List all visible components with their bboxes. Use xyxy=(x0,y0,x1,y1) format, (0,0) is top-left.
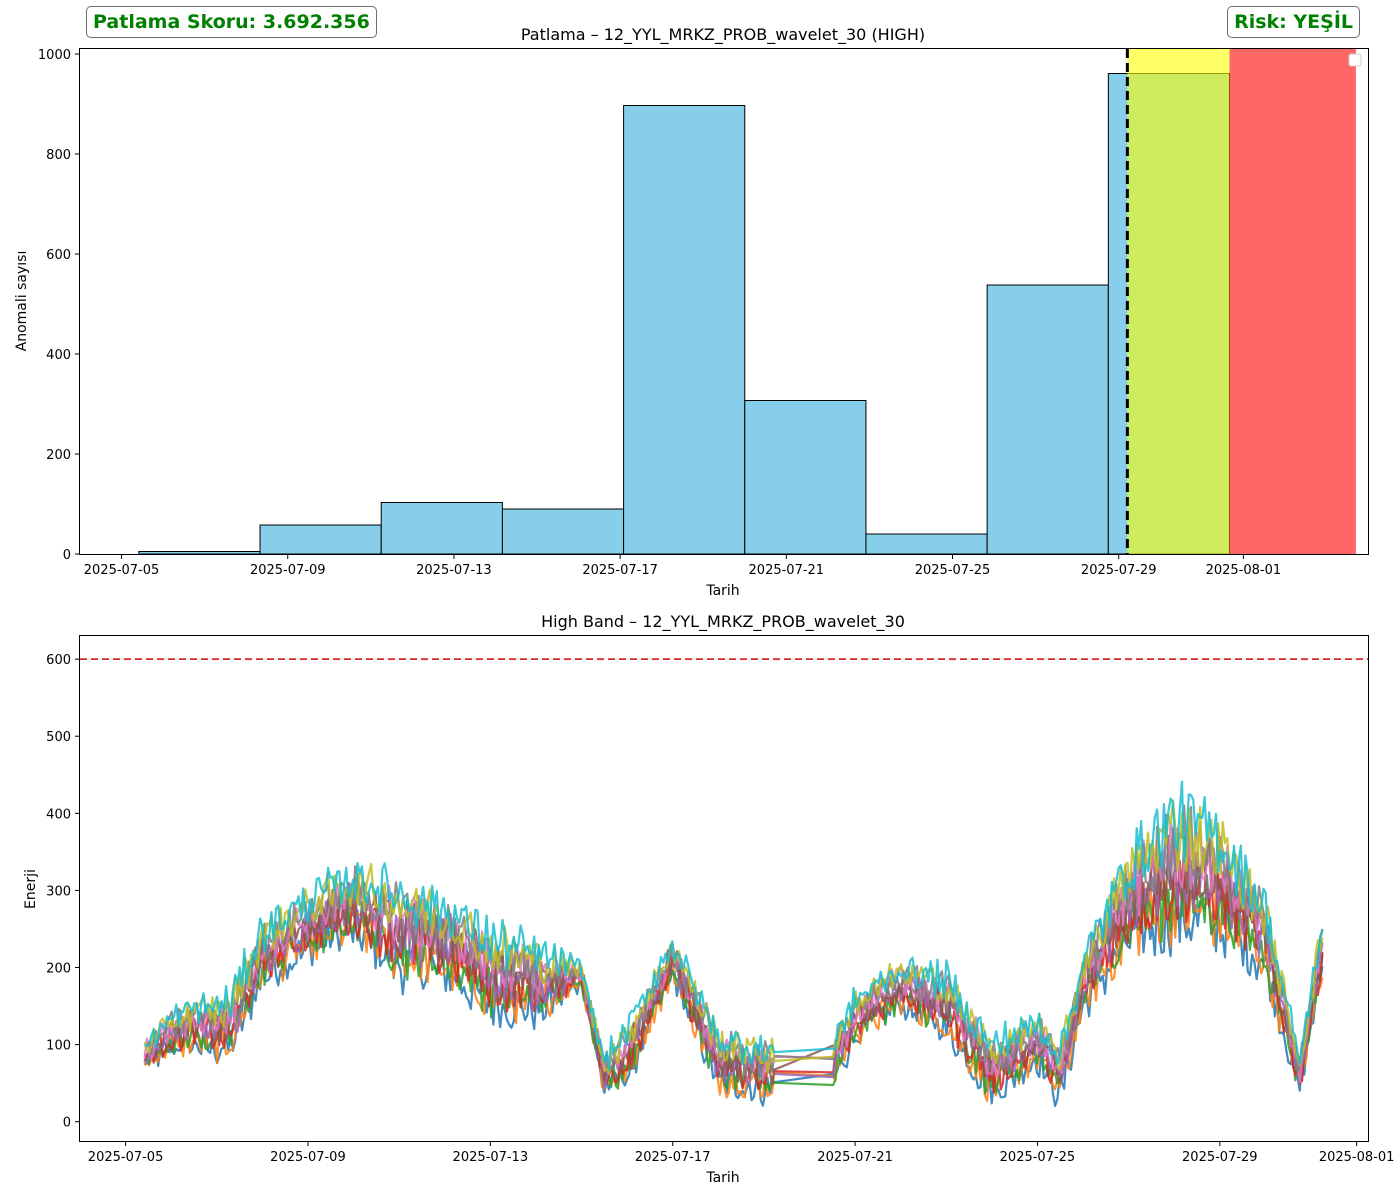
histogram-bar xyxy=(501,508,625,555)
top-bars xyxy=(138,49,1356,555)
bottom-series xyxy=(80,658,1368,1107)
risk-zone-yellow xyxy=(1127,49,1230,554)
histogram-bar xyxy=(259,524,382,555)
bottom-y-tick-label: 300 xyxy=(46,884,71,899)
top-y-tick-label: 200 xyxy=(46,448,71,463)
energy-series-line xyxy=(143,834,1324,1086)
histogram-bar xyxy=(865,533,988,555)
histogram-bar xyxy=(380,502,503,555)
top-y-tick-label: 1000 xyxy=(38,48,71,63)
histogram-bar xyxy=(623,105,746,555)
top-x-tick-label: 2025-07-25 xyxy=(915,563,991,578)
patlama-score-badge: Patlama Skoru: 3.692.356 xyxy=(86,6,377,38)
top-y-tick-label: 800 xyxy=(46,148,71,163)
energy-series-line xyxy=(144,780,1324,1071)
histogram-bar xyxy=(138,551,261,555)
bottom-x-tick-label: 2025-07-25 xyxy=(1000,1150,1076,1165)
bottom-plot-frame xyxy=(79,635,1369,1142)
bottom-x-tick-label: 2025-07-13 xyxy=(453,1150,529,1165)
top-y-tick-label: 600 xyxy=(46,248,71,263)
bottom-y-tick-label: 100 xyxy=(46,1039,71,1054)
risk-badge: Risk: YEŞİL xyxy=(1227,6,1360,38)
chart-bottom-title: High Band – 12_YYL_MRKZ_PROB_wavelet_30 xyxy=(541,612,905,632)
bottom-y-tick-label: 400 xyxy=(46,807,71,822)
top-plot-frame xyxy=(79,48,1369,555)
histogram-bar xyxy=(744,400,867,555)
chart-bottom-ylabel: Enerji xyxy=(23,869,39,909)
top-x-tick-label: 2025-07-05 xyxy=(84,563,160,578)
top-y-tick-label: 0 xyxy=(63,548,71,563)
chart-top-xlabel: Tarih xyxy=(705,583,739,599)
bottom-y-tick-label: 200 xyxy=(46,962,71,977)
chart-top-title: Patlama – 12_YYL_MRKZ_PROB_wavelet_30 (H… xyxy=(521,25,925,45)
bottom-axes: 2025-07-05 2025-07-09 2025-07-13 2025-07-17… xyxy=(46,653,1394,1165)
top-x-tick-label: 2025-07-17 xyxy=(582,563,658,578)
chart-top-ylabel: Anomali sayısı xyxy=(14,251,30,352)
top-axes: 2025-07-05 2025-07-09 2025-07-13 2025-07-17… xyxy=(38,48,1281,578)
top-x-tick-label: 2025-07-21 xyxy=(749,563,825,578)
bottom-x-tick-label: 2025-07-29 xyxy=(1182,1150,1258,1165)
histogram-bar xyxy=(986,284,1109,555)
top-legend-box xyxy=(1348,53,1362,67)
top-x-tick-label: 2025-07-29 xyxy=(1081,563,1157,578)
chart-bottom-xlabel: Tarih xyxy=(705,1170,739,1186)
top-y-tick-label: 400 xyxy=(46,348,71,363)
risk-zone-red xyxy=(1229,49,1356,554)
bottom-y-tick-label: 500 xyxy=(46,730,71,745)
chart-bottom: High Band – 12_YYL_MRKZ_PROB_wavelet_30 … xyxy=(23,612,1394,1186)
bottom-y-tick-label: 0 xyxy=(63,1116,71,1131)
bottom-x-tick-label: 2025-07-05 xyxy=(88,1150,164,1165)
top-x-tick-label: 2025-07-13 xyxy=(416,563,492,578)
bottom-y-tick-label: 600 xyxy=(46,653,71,668)
top-x-tick-label: 2025-08-01 xyxy=(1206,563,1282,578)
bottom-x-tick-label: 2025-07-17 xyxy=(635,1150,711,1165)
bottom-x-tick-label: 2025-08-01 xyxy=(1319,1150,1395,1165)
bottom-x-tick-label: 2025-07-21 xyxy=(817,1150,893,1165)
chart-top: Patlama – 12_YYL_MRKZ_PROB_wavelet_30 (H… xyxy=(14,25,1369,599)
top-x-tick-label: 2025-07-09 xyxy=(250,563,326,578)
bottom-x-tick-label: 2025-07-09 xyxy=(270,1150,346,1165)
